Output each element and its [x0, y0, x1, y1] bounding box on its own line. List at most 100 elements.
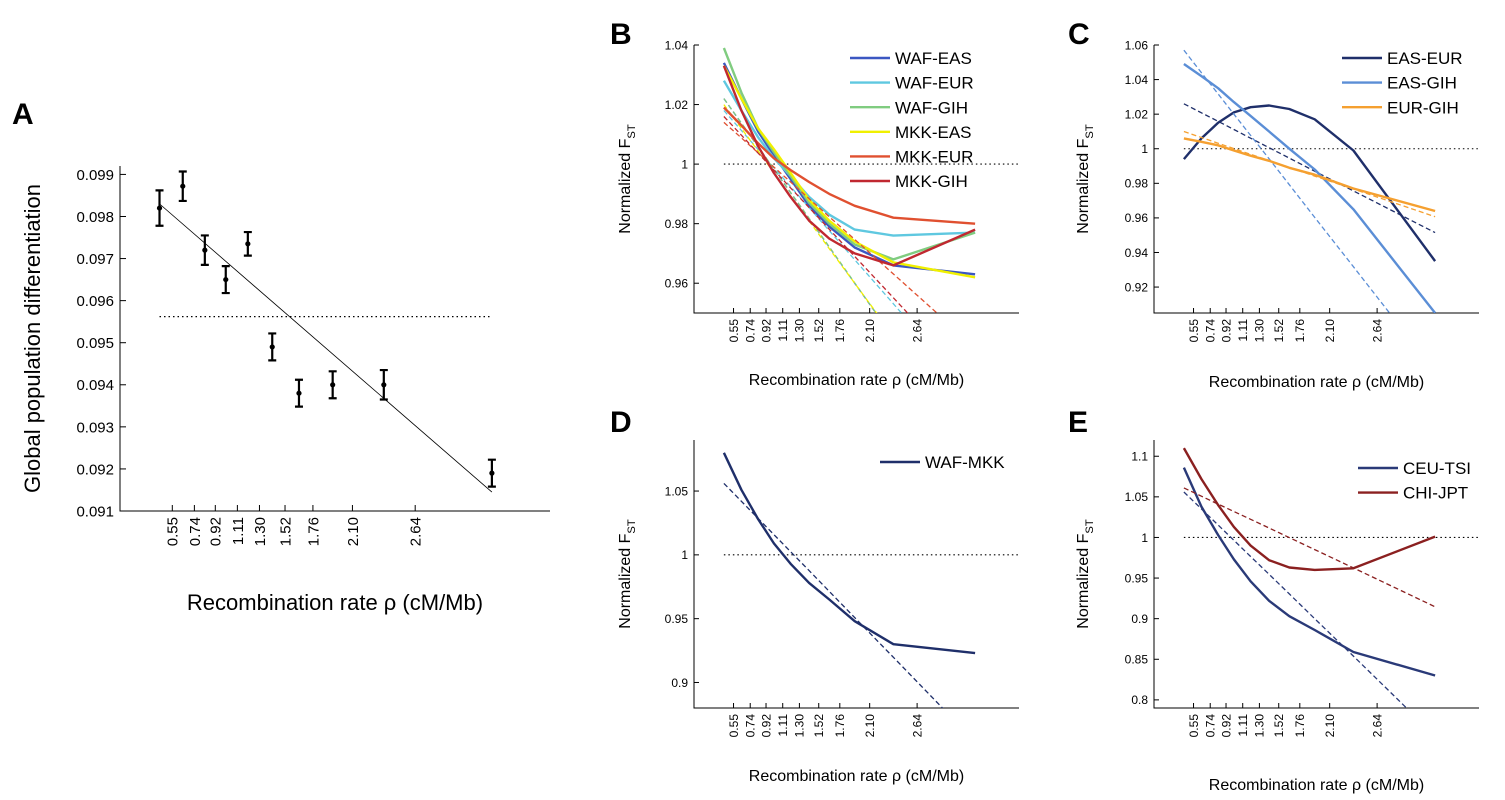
legend-label-mkk-eur: MKK-EUR: [895, 148, 973, 167]
trend-line-ceu-tsi: [1183, 491, 1408, 708]
y-axis-label-d: Normalized FST: [617, 519, 638, 629]
x-tick-label-c: 1.52: [1272, 319, 1286, 343]
x-tick-label-c: 2.10: [1323, 319, 1337, 343]
x-tick-label-d: 1.30: [793, 714, 807, 738]
x-tick-label-b: 1.30: [793, 319, 807, 343]
y-axis-label-a: Global population differentiation: [20, 184, 45, 493]
y-tick-label-e: 1.05: [1125, 490, 1149, 504]
legend-label-waf-mkk: WAF-MKK: [925, 453, 1005, 472]
x-tick-label-a: 1.11: [230, 517, 247, 545]
x-tick-label-e: 0.74: [1204, 714, 1218, 738]
panel-letter-c: C: [1068, 18, 1090, 51]
x-tick-label-d: 0.74: [744, 714, 758, 738]
y-tick-label-c: 1.04: [1125, 73, 1149, 87]
panel-letter-d: D: [610, 406, 632, 439]
y-tick-label-a: 0.097: [76, 251, 114, 268]
data-point-a: [269, 344, 275, 350]
fit-line-a: [159, 203, 493, 493]
x-tick-label-b: 0.55: [727, 319, 741, 343]
trend-line-waf-mkk: [723, 482, 944, 708]
x-tick-label-c: 0.55: [1187, 319, 1201, 343]
y-tick-label-a: 0.093: [76, 419, 114, 436]
y-tick-label-c: 1: [1141, 142, 1148, 156]
series-line-ceu-tsi: [1182, 467, 1436, 677]
y-tick-label-b: 0.98: [665, 217, 689, 231]
legend-label-ceu-tsi: CEU-TSI: [1403, 459, 1471, 478]
legend-label-chi-jpt: CHI-JPT: [1403, 484, 1468, 503]
x-tick-label-d: 2.64: [910, 714, 924, 738]
y-tick-label-d: 1.05: [665, 484, 689, 498]
trend-line-mkk-gih: [723, 116, 909, 313]
x-tick-label-d: 0.92: [759, 714, 773, 738]
y-tick-label-d: 0.95: [665, 612, 689, 626]
legend-label-waf-eas: WAF-EAS: [895, 49, 972, 68]
data-point-a: [381, 382, 387, 388]
x-axis-label-a: Recombination rate ρ (cM/Mb): [187, 590, 483, 615]
x-tick-label-c: 1.11: [1236, 319, 1250, 342]
x-axis-label-e: Recombination rate ρ (cM/Mb): [1209, 777, 1424, 794]
y-axis-label-e: Normalized FST: [1075, 519, 1096, 629]
data-point-a: [296, 390, 302, 396]
x-tick-label-b: 0.92: [759, 319, 773, 343]
x-tick-label-a: 0.92: [208, 517, 225, 546]
y-axis-label-c: Normalized FST: [1075, 124, 1096, 234]
y-tick-label-d: 0.9: [671, 676, 688, 690]
x-tick-label-c: 2.64: [1370, 319, 1384, 343]
x-tick-label-a: 2.64: [408, 517, 425, 546]
x-tick-label-b: 2.64: [910, 319, 924, 343]
series-line-mkk-eas: [722, 65, 976, 279]
panel-letter-e: E: [1068, 406, 1088, 439]
x-axis-label-d: Recombination rate ρ (cM/Mb): [749, 768, 964, 785]
trend-line-mkk-eur: [723, 121, 938, 313]
series-line-mkk-eur: [723, 106, 976, 225]
x-tick-label-b: 2.10: [863, 319, 877, 343]
panel-letter-a: A: [12, 98, 34, 131]
chart-panel-b: 0.96 0.98 1 1.02 1.04 0.55 0.74 0.92 1.11 1.30 1.5…: [617, 38, 1019, 389]
y-tick-label-b: 0.96: [665, 277, 689, 291]
y-tick-label-e: 1: [1141, 531, 1148, 545]
y-tick-label-b: 1.04: [665, 38, 689, 52]
y-tick-label-c: 0.98: [1125, 177, 1149, 191]
y-tick-label-a: 0.094: [76, 377, 114, 394]
x-tick-label-e: 0.92: [1219, 714, 1233, 738]
series-line-eur-gih: [1183, 137, 1436, 213]
x-tick-label-a: 1.30: [252, 517, 269, 546]
x-tick-label-a: 0.55: [165, 517, 182, 546]
trend-line-chi-jpt: [1183, 487, 1436, 608]
x-axis-label-c: Recombination rate ρ (cM/Mb): [1209, 374, 1424, 391]
x-axis-label-b: Recombination rate ρ (cM/Mb): [749, 372, 964, 389]
data-point-a: [180, 183, 186, 189]
y-tick-label-b: 1: [681, 157, 688, 171]
legend-label-mkk-eas: MKK-EAS: [895, 123, 972, 142]
x-tick-label-b: 0.74: [744, 319, 758, 343]
x-tick-label-d: 0.55: [727, 714, 741, 738]
x-tick-label-e: 1.11: [1236, 714, 1250, 737]
data-point-a: [489, 470, 495, 476]
y-axis-label-b: Normalized FST: [617, 124, 638, 234]
data-point-a: [202, 247, 208, 253]
y-tick-label-b: 1.02: [665, 98, 689, 112]
x-tick-label-e: 2.64: [1370, 714, 1384, 738]
axes-e: [1153, 440, 1479, 709]
x-tick-label-e: 1.30: [1253, 714, 1267, 738]
y-tick-label-e: 0.95: [1125, 571, 1149, 585]
data-point-a: [156, 205, 163, 211]
legend-label-mkk-gih: MKK-GIH: [895, 172, 968, 191]
x-tick-label-a: 0.74: [187, 517, 204, 546]
x-tick-label-e: 2.10: [1323, 714, 1337, 738]
data-point-a: [245, 241, 251, 247]
x-tick-label-d: 1.11: [776, 714, 790, 737]
legend-label-eur-gih: EUR-GIH: [1387, 98, 1459, 117]
legend-label-eas-eur: EAS-EUR: [1387, 49, 1463, 68]
panel-letter-b: B: [610, 18, 632, 51]
series-line-mkk-gih: [722, 65, 976, 267]
y-tick-label-d: 1: [681, 548, 688, 562]
legend-label-waf-gih: WAF-GIH: [895, 98, 968, 117]
y-tick-label-a: 0.095: [76, 335, 114, 352]
y-tick-label-a: 0.096: [76, 293, 114, 310]
trend-line-waf-eur: [723, 110, 903, 313]
legend-label-eas-gih: EAS-GIH: [1387, 74, 1457, 93]
x-tick-label-c: 1.76: [1293, 319, 1307, 343]
